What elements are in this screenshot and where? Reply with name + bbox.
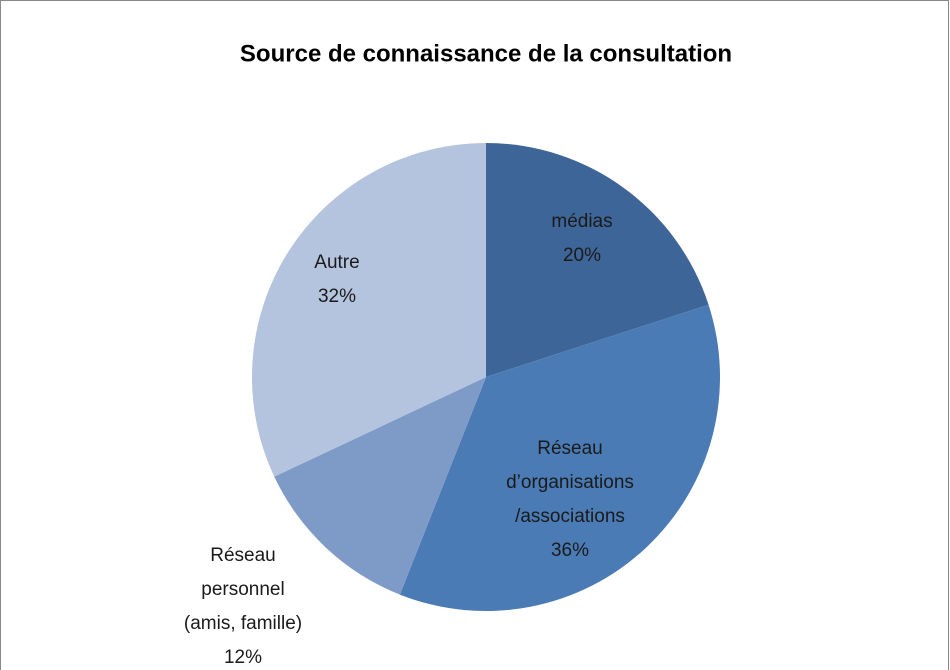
pie-slice <box>274 377 486 595</box>
pie-slice <box>251 143 486 477</box>
slice-label: Réseau personnel (amis, famille) 12% <box>184 539 302 670</box>
value-label: 20% <box>562 245 602 266</box>
value-label: 12% <box>223 647 263 668</box>
pie-slice <box>399 304 721 611</box>
slice-label: médias 20% <box>551 205 612 273</box>
category-label: médias <box>551 211 613 232</box>
value-label: 36% <box>550 540 590 561</box>
chart-title: Source de connaissance de la consultatio… <box>240 40 732 67</box>
pie-slice <box>486 143 709 377</box>
value-label: 32% <box>317 286 357 307</box>
slice-label: Autre 32% <box>314 246 359 314</box>
category-label: Réseau d’organisations /associations <box>506 438 634 527</box>
category-label: Réseau personnel (amis, famille) <box>183 545 303 634</box>
category-label: Autre <box>314 252 360 273</box>
slice-label: Réseau d’organisations /associations 36% <box>506 432 634 568</box>
